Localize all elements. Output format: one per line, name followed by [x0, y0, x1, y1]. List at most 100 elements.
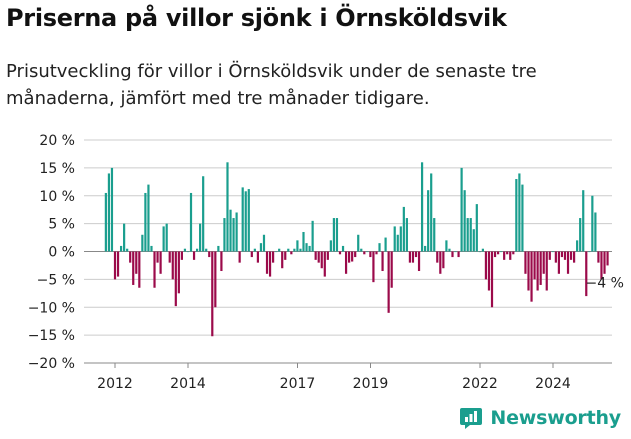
- bar: [606, 251, 609, 266]
- bar: [530, 251, 533, 302]
- bar: [366, 251, 369, 253]
- bar: [250, 251, 253, 258]
- bar: [147, 184, 150, 252]
- bar: [162, 226, 165, 252]
- bar: [113, 251, 117, 280]
- bar: [150, 245, 153, 252]
- bar: [372, 251, 375, 283]
- bar: [557, 251, 560, 274]
- brand-name: Newsworthy: [490, 407, 621, 429]
- bar: [463, 190, 466, 252]
- bar: [335, 218, 339, 252]
- bar: [320, 251, 323, 269]
- bar: [202, 176, 205, 252]
- bar: [503, 251, 506, 260]
- bar: [472, 229, 475, 252]
- bar: [272, 251, 275, 263]
- bar: [487, 251, 491, 291]
- bar: [524, 251, 527, 274]
- bar: [405, 218, 408, 252]
- y-tick-label: 20 %: [39, 133, 75, 149]
- bar: [563, 251, 567, 260]
- bar: [244, 191, 247, 252]
- chart-title: Priserna på villor sjönk i Örnsköldsvik: [6, 4, 507, 32]
- bar: [174, 251, 177, 307]
- bar: [512, 251, 515, 255]
- bar: [469, 218, 472, 252]
- bar: [311, 220, 314, 252]
- bar: [417, 251, 421, 272]
- bar: [481, 248, 484, 252]
- bar: [220, 251, 223, 272]
- bar: [475, 204, 478, 252]
- bar: [326, 251, 329, 260]
- bar: [357, 234, 360, 252]
- bar: [314, 251, 317, 260]
- bar: [135, 251, 138, 274]
- bar: [299, 248, 302, 252]
- bar: [509, 251, 512, 260]
- bar: [515, 179, 518, 252]
- bar: [153, 251, 156, 288]
- bar: [585, 251, 588, 297]
- bar: [594, 212, 597, 252]
- bar: [341, 245, 345, 252]
- x-axis-ticks: 2012 2014 2017 2019 2022 2024: [84, 362, 612, 392]
- bar: [445, 240, 448, 252]
- bar: [144, 192, 147, 252]
- bar: [402, 206, 405, 252]
- y-tick-label: −5 %: [37, 272, 75, 288]
- bar: [354, 251, 357, 258]
- x-tick-label: 2024: [535, 376, 571, 392]
- bar: [448, 248, 451, 252]
- bar: [302, 231, 305, 252]
- bar: [457, 251, 460, 258]
- bar: [186, 251, 190, 253]
- bar: [192, 251, 196, 260]
- bar: [329, 240, 332, 252]
- bar: [189, 192, 193, 252]
- bar: [110, 167, 114, 252]
- y-tick-label: −10 %: [28, 300, 75, 316]
- bar: [381, 251, 384, 272]
- bar-series: [104, 162, 609, 337]
- bar: [536, 251, 539, 291]
- x-tick-label: 2014: [170, 376, 206, 392]
- bar: [518, 173, 521, 252]
- bar: [363, 251, 366, 255]
- bar: [360, 248, 363, 252]
- bar: [442, 251, 445, 269]
- bar: [287, 248, 290, 252]
- bar: [262, 234, 266, 252]
- bar: [433, 218, 436, 252]
- bar: [247, 189, 250, 252]
- bar: [506, 251, 509, 255]
- bar: [411, 251, 415, 263]
- bar: [123, 223, 126, 252]
- bar: [420, 162, 424, 252]
- bar: [119, 245, 123, 252]
- bar: [466, 218, 469, 252]
- bar: [256, 251, 259, 263]
- bar: [238, 251, 241, 263]
- bar: [265, 251, 269, 274]
- x-tick-label: 2017: [280, 376, 316, 392]
- bar: [414, 251, 418, 258]
- bar: [338, 251, 342, 255]
- bar: [348, 251, 351, 263]
- bar: [305, 243, 308, 252]
- bar: [384, 237, 387, 252]
- bar: [116, 251, 120, 277]
- bar: [159, 251, 162, 274]
- bar: [369, 251, 372, 258]
- y-tick-label: 5 %: [48, 217, 75, 233]
- bar: [177, 251, 180, 294]
- bar: [533, 251, 536, 280]
- bar: [107, 173, 111, 252]
- bar: [141, 234, 144, 252]
- bar: [588, 251, 591, 253]
- last-value-label: −4 %: [586, 275, 624, 291]
- bar: [554, 251, 557, 263]
- bar: [268, 251, 272, 277]
- bar: [378, 243, 381, 252]
